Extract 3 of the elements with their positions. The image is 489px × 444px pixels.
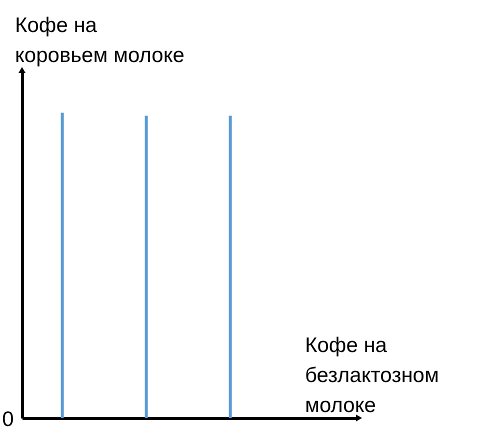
x-axis-title: Кофе на безлактозном молоке [305,334,439,417]
y-axis-title: Кофе на коровьем молоке [15,14,184,67]
text: 0 [2,408,14,431]
